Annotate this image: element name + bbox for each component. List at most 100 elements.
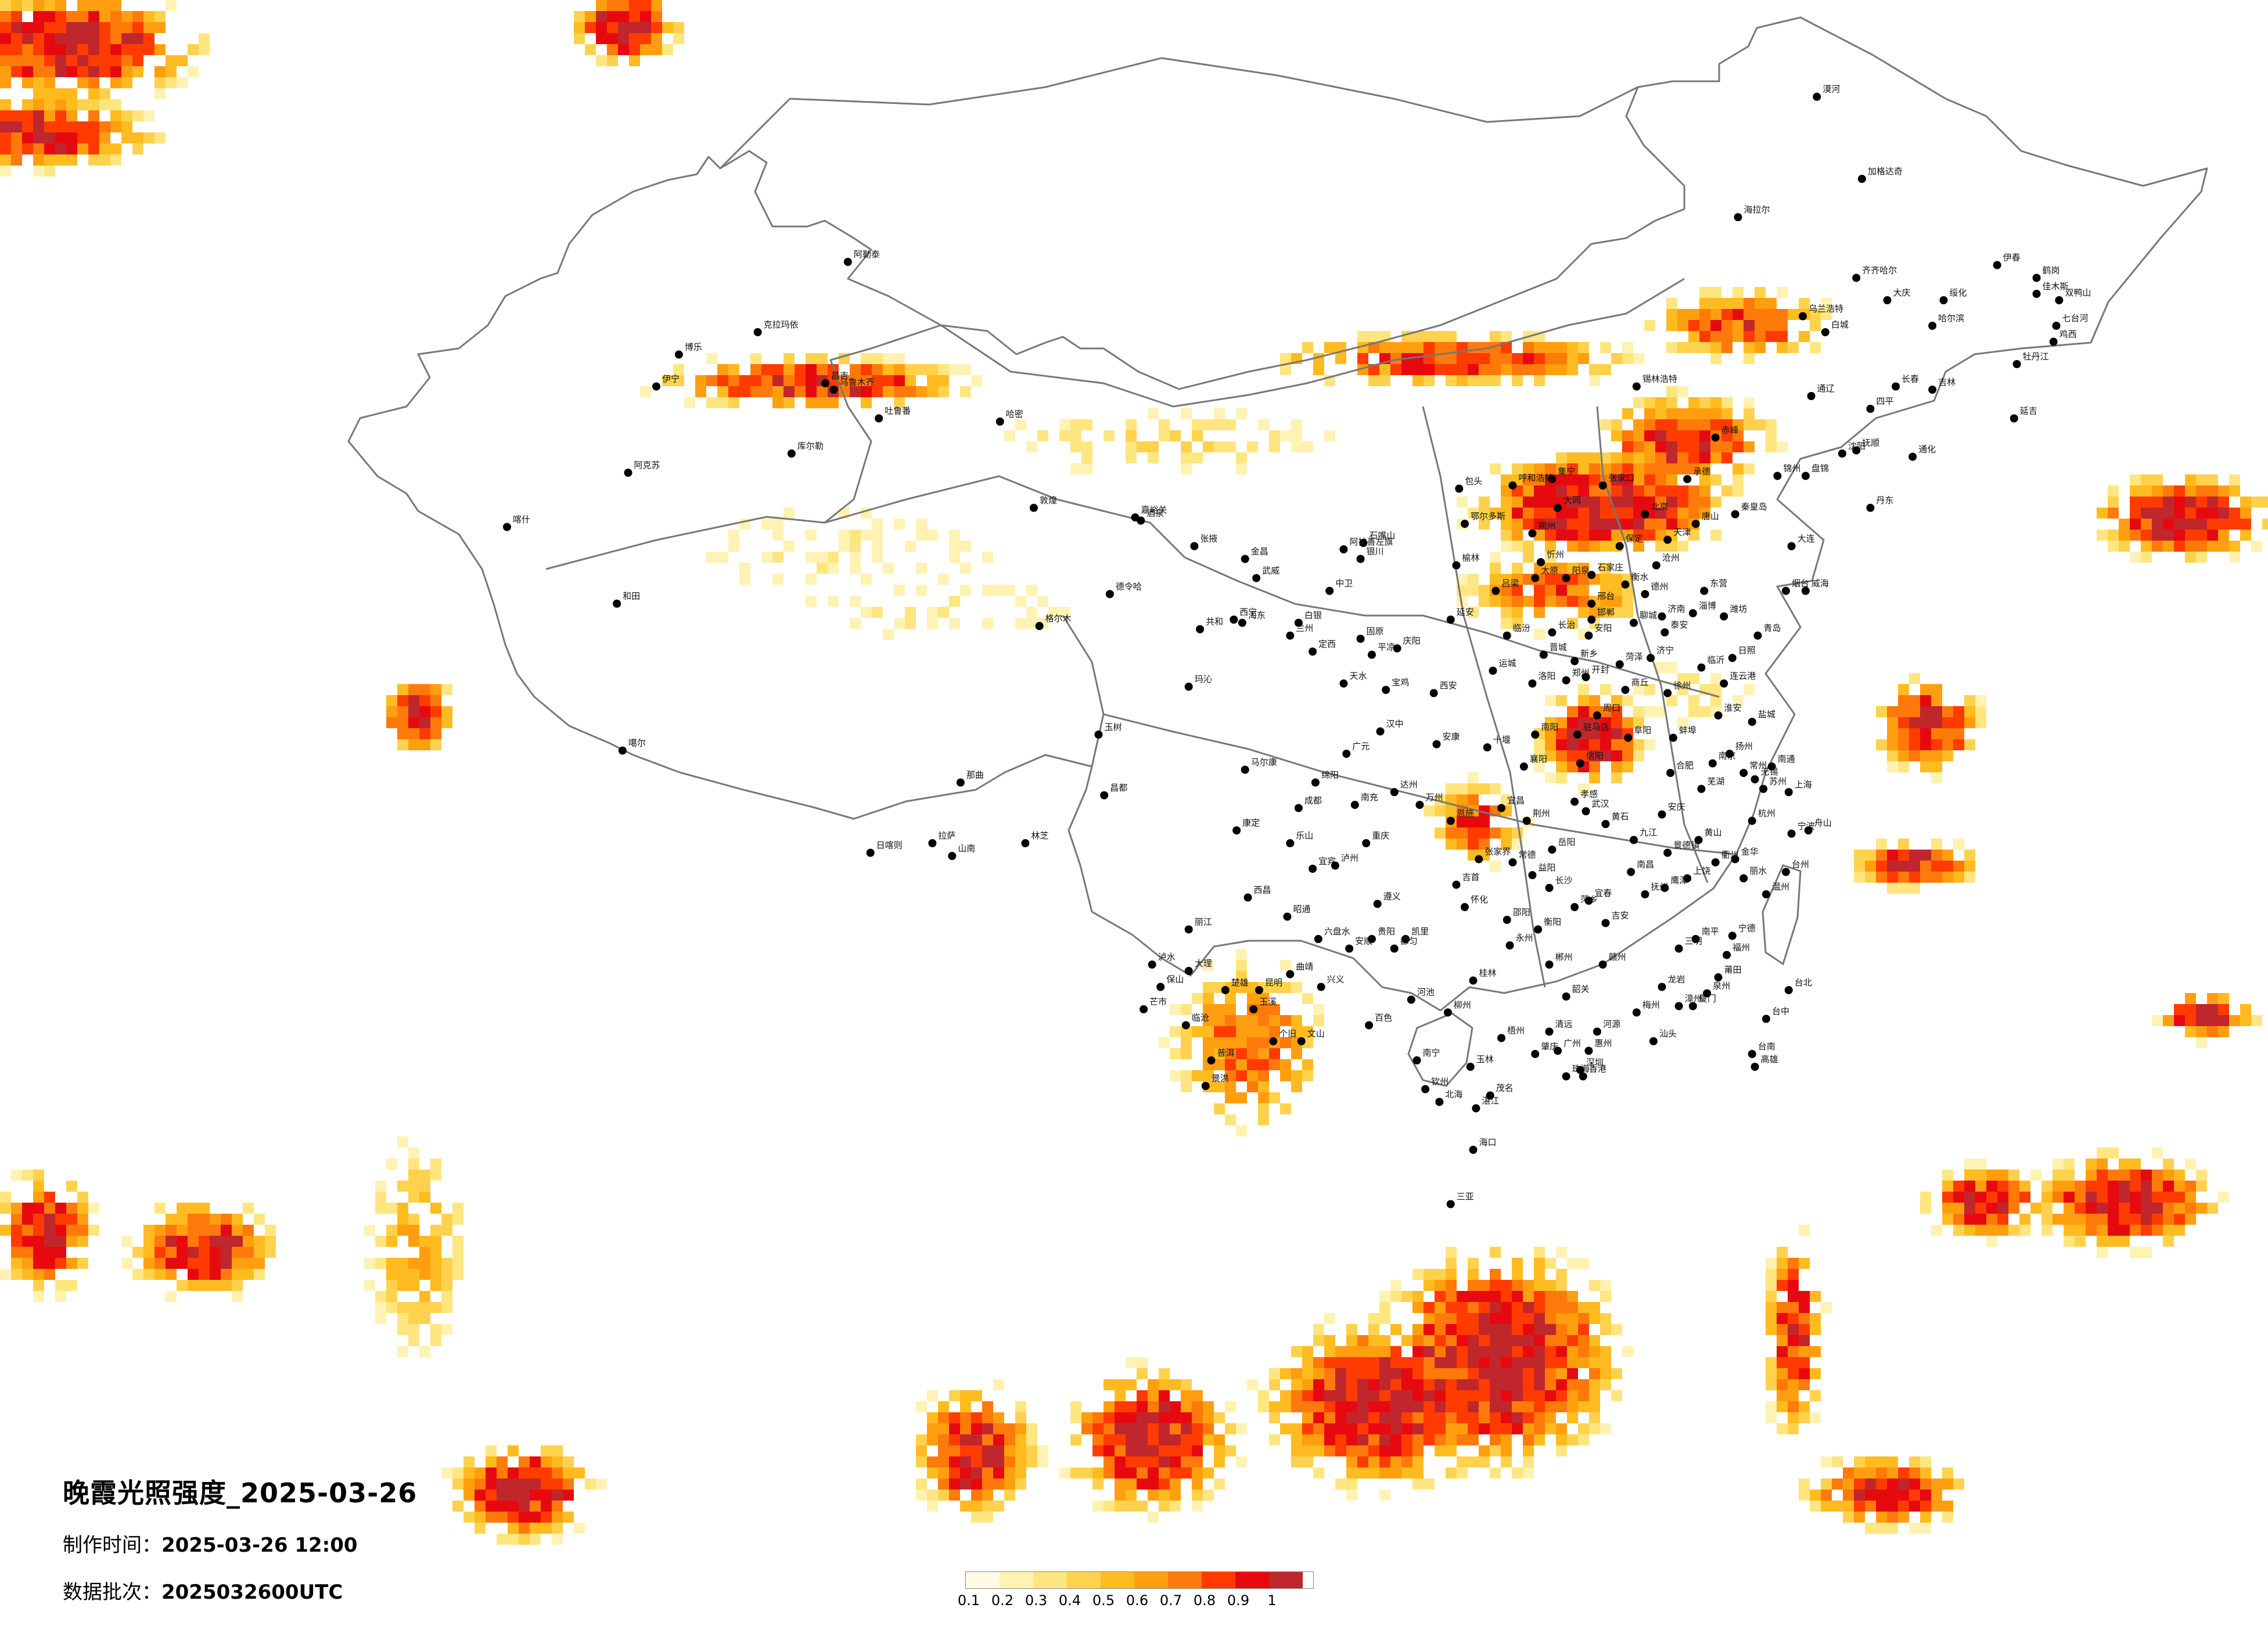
intensity-cell xyxy=(1148,441,1159,452)
intensity-cell xyxy=(188,1236,199,1247)
intensity-cell xyxy=(916,386,927,397)
intensity-cell xyxy=(905,386,916,397)
intensity-cell xyxy=(2064,1225,2075,1236)
intensity-cell xyxy=(1986,1225,1997,1236)
intensity-cell xyxy=(1446,353,1457,364)
intensity-cell xyxy=(1810,320,1821,331)
intensity-cell xyxy=(1600,684,1611,695)
intensity-cell xyxy=(1148,1512,1159,1523)
intensity-cell xyxy=(1390,1280,1401,1291)
intensity-cell xyxy=(1203,1467,1214,1478)
intensity-cell xyxy=(1600,508,1611,519)
intensity-cell xyxy=(1854,1467,1865,1478)
intensity-cell xyxy=(1633,739,1644,750)
intensity-cell xyxy=(1412,1456,1424,1467)
intensity-cell xyxy=(1512,1335,1523,1346)
intensity-cell xyxy=(1534,1335,1545,1346)
intensity-cell xyxy=(1931,1225,1942,1236)
intensity-cell xyxy=(408,728,419,739)
intensity-cell xyxy=(938,1412,949,1423)
intensity-cell xyxy=(232,1291,243,1302)
intensity-cell xyxy=(2041,1192,2053,1203)
intensity-cell xyxy=(1589,1335,1600,1346)
intensity-cell xyxy=(1578,474,1589,485)
intensity-cell xyxy=(2041,1214,2053,1225)
city-label: 郴州 xyxy=(1555,952,1573,962)
intensity-cell xyxy=(1026,618,1037,629)
intensity-cell xyxy=(1699,706,1710,717)
intensity-cell xyxy=(1655,397,1666,408)
intensity-cell xyxy=(1015,1456,1026,1467)
intensity-cell xyxy=(1600,530,1611,541)
intensity-cell xyxy=(1644,430,1655,441)
intensity-cell xyxy=(397,1214,408,1225)
intensity-cell xyxy=(11,44,22,55)
intensity-cell xyxy=(1556,474,1567,485)
intensity-cell xyxy=(1479,596,1490,607)
intensity-cell xyxy=(66,33,77,44)
intensity-cell xyxy=(1203,982,1214,993)
intensity-cell xyxy=(44,1203,55,1214)
intensity-cell xyxy=(1424,342,1435,353)
intensity-cell xyxy=(949,1490,960,1501)
intensity-cell xyxy=(243,1247,254,1258)
city-dot xyxy=(1660,884,1669,892)
intensity-cell xyxy=(33,1269,44,1280)
intensity-cell xyxy=(33,1258,44,1269)
legend-ticks: 0.1 0.2 0.3 0.4 0.5 0.6 0.7 0.8 0.9 1 xyxy=(958,1589,1314,1609)
intensity-cell xyxy=(960,541,971,552)
intensity-cell xyxy=(850,386,861,397)
made-time-line: 制作时间：2025-03-26 12:00 xyxy=(63,1529,417,1557)
intensity-cell xyxy=(1512,1357,1523,1368)
intensity-cell xyxy=(960,1501,971,1512)
intensity-cell xyxy=(1313,1335,1324,1346)
city-label: 安阳 xyxy=(1594,623,1612,634)
city-dot xyxy=(1367,935,1376,943)
intensity-cell xyxy=(552,1478,563,1490)
intensity-cell xyxy=(1600,1368,1611,1379)
city-label: 北京 xyxy=(1651,502,1668,512)
intensity-cell xyxy=(66,11,77,22)
intensity-cell xyxy=(2196,519,2207,530)
intensity-cell xyxy=(210,1247,221,1258)
intensity-cell xyxy=(1457,1368,1468,1379)
intensity-cell xyxy=(408,1313,419,1324)
intensity-cell xyxy=(1523,1280,1534,1291)
city-label: 吉首 xyxy=(1462,872,1479,883)
intensity-cell xyxy=(1788,1335,1799,1346)
intensity-cell xyxy=(1446,375,1457,386)
intensity-cell xyxy=(1920,1478,1931,1490)
intensity-cell xyxy=(1920,1501,1931,1512)
city-dot xyxy=(1582,673,1590,681)
intensity-cell xyxy=(1269,1379,1280,1390)
intensity-cell xyxy=(110,11,121,22)
intensity-cell xyxy=(110,33,121,44)
intensity-cell xyxy=(1512,585,1523,596)
intensity-cell xyxy=(1898,1467,1909,1478)
intensity-cell xyxy=(166,1214,177,1225)
intensity-cell xyxy=(22,99,33,110)
city-dot xyxy=(1751,1063,1759,1071)
intensity-cell xyxy=(1512,828,1523,839)
intensity-cell xyxy=(1104,1467,1115,1478)
intensity-cell xyxy=(508,1467,519,1478)
city-dot xyxy=(1688,1002,1697,1010)
intensity-cell xyxy=(640,11,651,22)
intensity-cell xyxy=(1556,596,1567,607)
intensity-cell xyxy=(761,386,772,397)
intensity-cell xyxy=(728,530,739,541)
city-label: 三明 xyxy=(1685,936,1702,947)
intensity-cell xyxy=(1578,1302,1589,1313)
intensity-cell xyxy=(894,386,905,397)
intensity-cell xyxy=(1810,342,1821,353)
intensity-cell xyxy=(2163,485,2174,497)
intensity-cell xyxy=(2064,1203,2075,1214)
intensity-cell xyxy=(2108,1225,2119,1236)
intensity-cell xyxy=(1412,1434,1424,1445)
city-label: 漠河 xyxy=(1823,84,1840,95)
intensity-cell xyxy=(254,1214,265,1225)
intensity-cell xyxy=(254,1269,265,1280)
intensity-cell xyxy=(1975,695,1986,706)
intensity-cell xyxy=(1037,596,1048,607)
intensity-cell xyxy=(166,1269,177,1280)
